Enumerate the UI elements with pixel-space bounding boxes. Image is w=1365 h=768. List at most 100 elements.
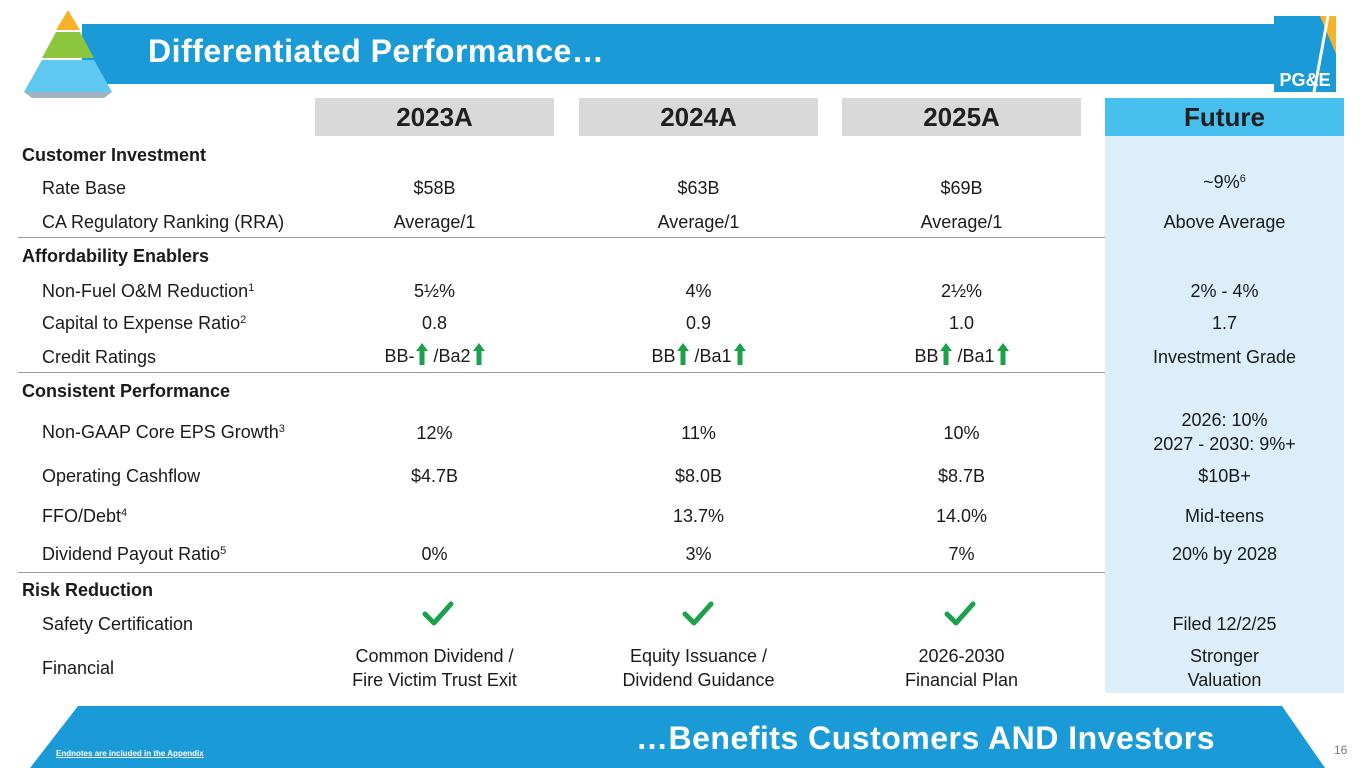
row-label-cashflow: Operating Cashflow bbox=[42, 466, 201, 486]
footer-tagline: …Benefits Customers AND Investors bbox=[636, 720, 1215, 756]
dividend-2023: 0% bbox=[421, 544, 448, 564]
cashflow-2025: $8.7B bbox=[937, 466, 986, 486]
page-number: 16 bbox=[1334, 743, 1348, 757]
section-affordability: Affordability Enablers bbox=[22, 246, 210, 266]
check-icon bbox=[682, 601, 714, 626]
capex-2025: 1.0 bbox=[948, 313, 975, 333]
ffo-2024: 13.7% bbox=[672, 506, 725, 526]
row-label-capex: Capital to Expense Ratio2 bbox=[42, 311, 246, 335]
financial-2024-line1: Equity Issuance / bbox=[629, 646, 768, 666]
rate-base-2024: $63B bbox=[677, 178, 720, 198]
capex-2024: 0.9 bbox=[685, 313, 712, 333]
future-column-panel bbox=[1105, 136, 1344, 693]
dividend-2024: 3% bbox=[685, 544, 712, 564]
ffo-2025: 14.0% bbox=[935, 506, 988, 526]
om-2024: 4% bbox=[685, 281, 712, 301]
credit-2025-moodys: /Ba1 bbox=[957, 346, 995, 366]
credit-2023: BB- /Ba2 bbox=[315, 343, 554, 368]
capex-future: 1.7 bbox=[1211, 313, 1238, 333]
footnote-ref: 2 bbox=[240, 314, 247, 326]
row-label-ffo: FFO/Debt4 bbox=[42, 504, 127, 528]
eps-2023: 12% bbox=[416, 423, 453, 443]
section-divider bbox=[18, 572, 1105, 573]
credit-future: Investment Grade bbox=[1152, 347, 1297, 367]
rate-base-future: ~9%6 bbox=[1105, 170, 1344, 194]
pge-logo: PG&E bbox=[1274, 15, 1336, 93]
row-label-dividend: Dividend Payout Ratio5 bbox=[42, 542, 226, 566]
arrow-up-icon bbox=[677, 343, 690, 365]
arrow-up-icon bbox=[472, 343, 485, 365]
arrow-up-icon bbox=[940, 343, 953, 365]
cashflow-2023: $4.7B bbox=[410, 466, 459, 486]
ffo-future: Mid-teens bbox=[1184, 506, 1265, 526]
footnote-ref: 5 bbox=[220, 545, 227, 557]
credit-2025-sp: BB bbox=[914, 346, 939, 366]
column-header-future: Future bbox=[1105, 98, 1344, 136]
om-2023: 5½% bbox=[413, 281, 456, 301]
eps-label-text: Non-GAAP Core EPS Growth bbox=[42, 422, 279, 442]
safety-future: Filed 12/2/25 bbox=[1172, 614, 1277, 634]
cashflow-2024: $8.0B bbox=[674, 466, 723, 486]
section-customer-investment: Customer Investment bbox=[22, 145, 207, 165]
dividend-future: 20% by 2028 bbox=[1171, 544, 1278, 564]
arrow-up-icon bbox=[733, 343, 746, 365]
column-header-2023: 2023A bbox=[315, 98, 554, 136]
row-label-eps: Non-GAAP Core EPS Growth3 bbox=[42, 420, 285, 444]
footnote-ref: 1 bbox=[248, 282, 255, 294]
footnote-ref: 3 bbox=[278, 423, 285, 435]
rra-2025: Average/1 bbox=[920, 212, 1003, 232]
arrow-up-icon bbox=[996, 343, 1009, 365]
svg-text:PG&E: PG&E bbox=[1279, 70, 1330, 90]
capex-2023: 0.8 bbox=[421, 313, 448, 333]
column-header-2024: 2024A bbox=[579, 98, 818, 136]
row-label-financial: Financial bbox=[42, 658, 115, 678]
credit-2023-moodys: /Ba2 bbox=[433, 346, 471, 366]
financial-2025-line1: 2026-2030 bbox=[918, 646, 1005, 666]
page-title: Differentiated Performance… bbox=[148, 33, 605, 69]
rate-base-2025: $69B bbox=[940, 178, 983, 198]
row-label-safety: Safety Certification bbox=[42, 614, 194, 634]
column-header-2025: 2025A bbox=[842, 98, 1081, 136]
financial-2023-line1: Common Dividend / bbox=[355, 646, 514, 666]
dividend-2025: 7% bbox=[948, 544, 975, 564]
footnote-ref: 6 bbox=[1239, 173, 1246, 185]
financial-2024-line2: Dividend Guidance bbox=[622, 670, 775, 690]
credit-2024-moodys: /Ba1 bbox=[694, 346, 732, 366]
financial-2023-line2: Fire Victim Trust Exit bbox=[352, 670, 517, 690]
pyramid-icon bbox=[24, 10, 112, 98]
credit-2023-sp: BB- bbox=[384, 346, 415, 366]
endnote-link[interactable]: Endnotes are included in the Appendix bbox=[56, 749, 204, 758]
om-label-text: Non-Fuel O&M Reduction bbox=[42, 281, 249, 301]
cashflow-future: $10B+ bbox=[1198, 466, 1251, 486]
om-2025: 2½% bbox=[940, 281, 983, 301]
eps-future-line2: 2027 - 2030: 9%+ bbox=[1153, 434, 1296, 454]
title-bar bbox=[82, 24, 1278, 84]
dividend-label-text: Dividend Payout Ratio bbox=[42, 544, 221, 564]
bottom-banner bbox=[30, 706, 1325, 768]
financial-2025-line2: Financial Plan bbox=[904, 670, 1019, 690]
check-icon bbox=[944, 601, 976, 626]
credit-2024: BB /Ba1 bbox=[579, 343, 818, 368]
capex-label-text: Capital to Expense Ratio bbox=[42, 313, 241, 333]
ffo-label-text: FFO/Debt bbox=[42, 506, 122, 526]
row-label-credit: Credit Ratings bbox=[42, 347, 157, 367]
rra-2023: Average/1 bbox=[393, 212, 476, 232]
row-label-rate-base: Rate Base bbox=[42, 178, 127, 198]
section-divider bbox=[18, 372, 1105, 373]
rate-base-future-value: ~9% bbox=[1203, 172, 1240, 192]
financial-future-line1: Stronger bbox=[1189, 646, 1260, 666]
eps-2024: 11% bbox=[681, 423, 716, 443]
eps-2025: 10% bbox=[943, 423, 980, 443]
row-label-rra: CA Regulatory Ranking (RRA) bbox=[42, 212, 285, 232]
rra-2024: Average/1 bbox=[657, 212, 740, 232]
financial-future-line2: Valuation bbox=[1187, 670, 1262, 690]
eps-future-line1: 2026: 10% bbox=[1181, 410, 1268, 430]
arrow-up-icon bbox=[416, 343, 429, 365]
rra-future: Above Average bbox=[1163, 212, 1286, 232]
row-label-om: Non-Fuel O&M Reduction1 bbox=[42, 279, 254, 303]
section-divider bbox=[18, 237, 1105, 238]
footnote-ref: 4 bbox=[121, 507, 128, 519]
rate-base-2023: $58B bbox=[413, 178, 456, 198]
section-consistent-performance: Consistent Performance bbox=[22, 381, 231, 401]
credit-2025: BB /Ba1 bbox=[842, 343, 1081, 368]
